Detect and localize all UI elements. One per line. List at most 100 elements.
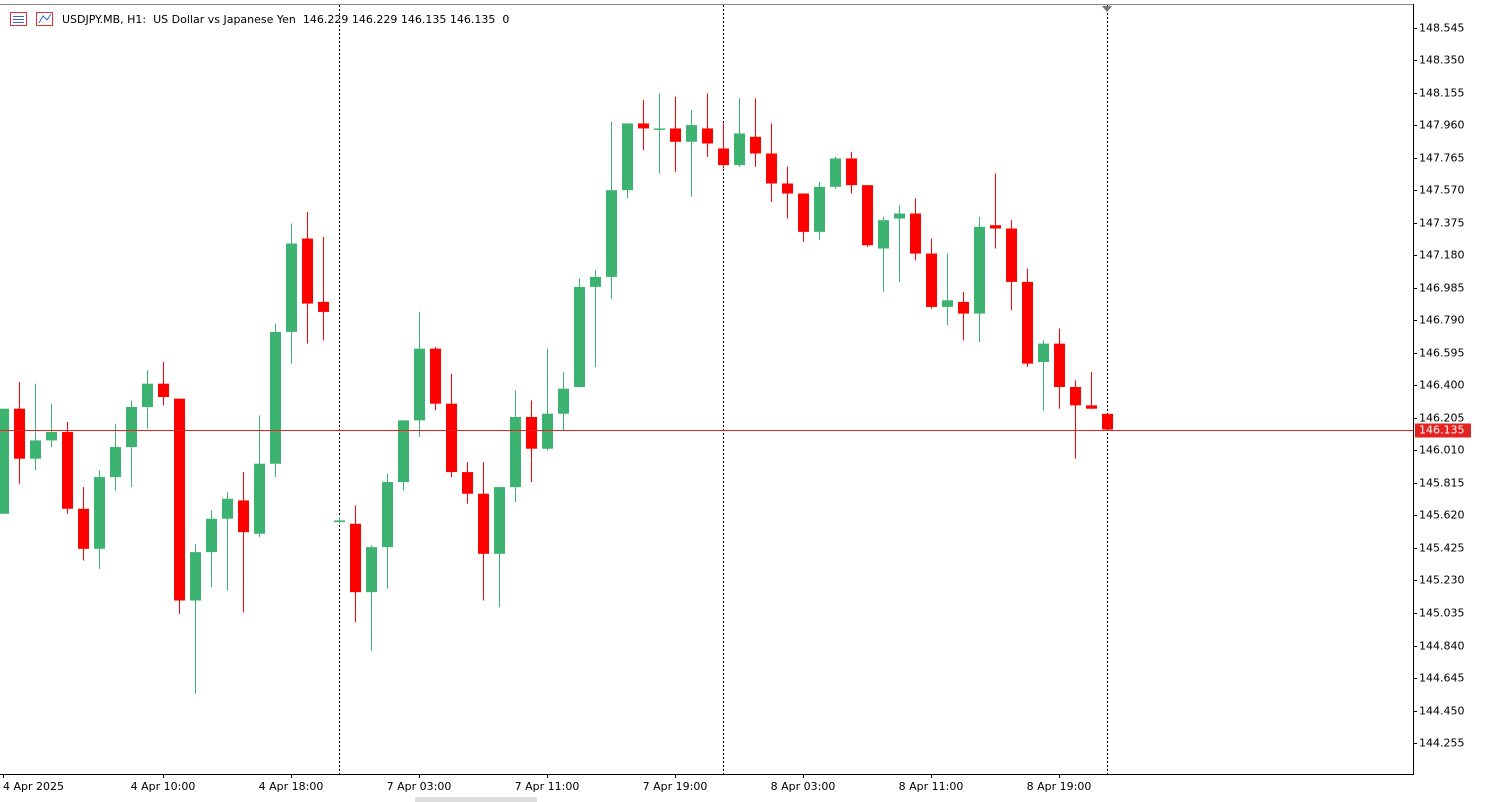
candle-body	[958, 301, 969, 314]
candle-body	[782, 183, 793, 194]
candle-body	[430, 348, 441, 404]
candle-body	[222, 498, 233, 519]
candle-body	[62, 432, 73, 509]
candle-body	[606, 190, 617, 277]
header-icons	[10, 12, 53, 26]
y-tick-label: 145.815	[1419, 477, 1465, 490]
y-tick-label: 145.425	[1419, 542, 1465, 555]
candle-body	[734, 133, 745, 166]
candle-body	[702, 128, 713, 144]
y-tick-label: 144.255	[1419, 737, 1465, 750]
y-tick-label: 145.035	[1419, 607, 1465, 620]
candle-body	[238, 500, 249, 533]
candle-body	[14, 408, 25, 459]
icon-chart-line	[38, 13, 52, 24]
candle-body	[1070, 386, 1081, 406]
candle-body	[302, 238, 313, 304]
y-tick-label: 145.620	[1419, 509, 1465, 522]
x-tick-label: 7 Apr 03:00	[387, 780, 452, 793]
candle-body	[142, 383, 153, 408]
candle-body	[814, 186, 825, 232]
x-tick-label: 4 Apr 10:00	[131, 780, 196, 793]
x-tick-label: 4 Apr 2025	[3, 780, 64, 793]
y-tick-label: 146.400	[1419, 379, 1465, 392]
candle-body	[830, 158, 841, 187]
x-tick-label: 7 Apr 19:00	[643, 780, 708, 793]
candle-body	[974, 226, 985, 314]
candle-body	[158, 383, 169, 398]
candle-body	[862, 185, 873, 246]
candle-body	[206, 518, 217, 553]
candle-body	[574, 286, 585, 387]
scroll-bar	[415, 797, 537, 802]
shift-marker	[1102, 6, 1112, 12]
y-tick-label: 146.010	[1419, 444, 1465, 457]
x-tick-label: 4 Apr 18:00	[259, 780, 324, 793]
candle-body	[30, 440, 41, 459]
chart-title: USDJPY.MB, H1: US Dollar vs Japanese Yen…	[62, 13, 509, 26]
current-price-tag	[1415, 423, 1471, 438]
x-tick-label: 7 Apr 11:00	[515, 780, 580, 793]
candle-body	[1038, 343, 1049, 362]
y-tick-label: 147.570	[1419, 184, 1465, 197]
candle-body	[318, 301, 329, 312]
x-tick-label: 8 Apr 11:00	[899, 780, 964, 793]
candle-body	[686, 125, 697, 142]
candle-body	[462, 472, 473, 494]
candle-body	[894, 213, 905, 219]
candle-body	[718, 148, 729, 166]
x-tick-label: 8 Apr 19:00	[1027, 780, 1092, 793]
candle-body	[174, 398, 185, 601]
candle-body	[1006, 228, 1017, 282]
candle-body	[110, 447, 121, 478]
candle-body	[798, 193, 809, 232]
candle-body	[94, 477, 105, 549]
icon-chart	[36, 12, 53, 26]
x-tick-label: 8 Apr 03:00	[771, 780, 836, 793]
y-tick-label: 144.840	[1419, 640, 1465, 653]
y-tick-label: 144.450	[1419, 705, 1465, 718]
candle-body	[286, 243, 297, 332]
y-tick-label: 145.230	[1419, 574, 1465, 587]
candle-body	[334, 520, 345, 523]
candle-body	[750, 136, 761, 154]
candle-body	[78, 508, 89, 549]
candle-body	[366, 547, 377, 593]
y-tick-label: 147.180	[1419, 249, 1465, 262]
candle-body	[478, 493, 489, 554]
candle-body	[910, 213, 921, 254]
candle-body	[446, 403, 457, 473]
candle-body	[846, 158, 857, 186]
candle-body	[526, 417, 537, 449]
candle-body	[510, 417, 521, 488]
candle-body	[190, 552, 201, 601]
candle-body	[398, 420, 409, 483]
candle-body	[990, 225, 1001, 229]
candle-body	[46, 432, 57, 441]
candle-body	[622, 123, 633, 191]
candle-body	[270, 331, 281, 464]
candle-body	[382, 482, 393, 548]
candle-body	[638, 123, 649, 129]
candle-body	[414, 348, 425, 421]
candle-body	[1102, 413, 1113, 430]
candle-body	[350, 523, 361, 593]
candle-body	[942, 300, 953, 307]
candle-body	[926, 253, 937, 307]
candle-body	[1054, 343, 1065, 387]
y-tick-label: 146.790	[1419, 314, 1465, 327]
y-tick-label: 148.350	[1419, 54, 1465, 67]
y-tick-label: 146.985	[1419, 282, 1465, 295]
y-tick-label: 144.645	[1419, 672, 1465, 685]
candle-body	[878, 220, 889, 249]
candle-body	[254, 463, 265, 534]
candle-body	[494, 487, 505, 554]
candle-body	[654, 128, 665, 130]
current-price-label: 146.135	[1419, 424, 1465, 437]
y-tick-label: 146.595	[1419, 347, 1465, 360]
candle-body	[1086, 405, 1097, 409]
candle-body	[670, 128, 681, 142]
candle-body	[1022, 281, 1033, 364]
candle-body	[0, 408, 9, 514]
